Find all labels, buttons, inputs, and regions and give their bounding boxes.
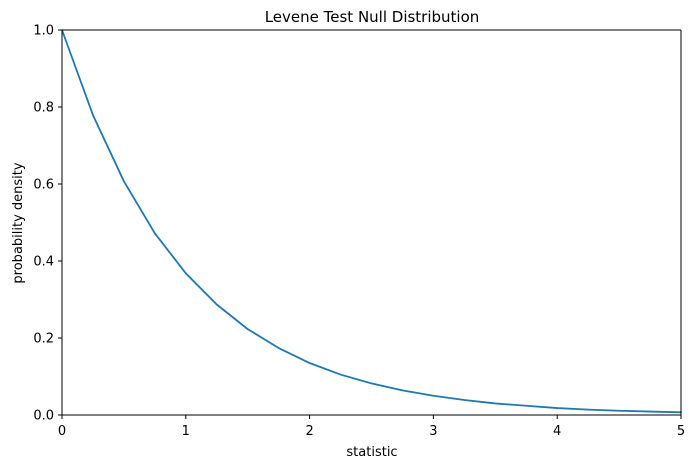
y-tick-label: 0.4 <box>33 255 54 270</box>
series-layer <box>61 29 682 414</box>
y-tick-label: 0.6 <box>33 178 54 193</box>
x-tick-label: 5 <box>677 424 685 439</box>
chart-title: Levene Test Null Distribution <box>265 8 480 26</box>
x-axis-ticks: 0 1 2 3 4 5 <box>58 415 685 439</box>
y-axis-ticks: 0.0 0.2 0.4 0.6 0.8 1.0 <box>33 24 62 424</box>
y-tick-label: 1.0 <box>33 24 54 39</box>
x-tick-label: 4 <box>553 424 561 439</box>
y-axis-label: probability density <box>11 162 26 283</box>
plot-background <box>62 30 681 415</box>
plot-area <box>62 30 681 415</box>
x-tick-label: 1 <box>182 424 190 439</box>
density-curve <box>61 29 682 414</box>
x-tick-label: 3 <box>429 424 437 439</box>
y-tick-label: 0.8 <box>33 101 54 116</box>
x-tick-label: 2 <box>305 424 313 439</box>
x-tick-label: 0 <box>58 424 66 439</box>
axes-spines <box>61 29 682 416</box>
x-axis-label: statistic <box>346 445 397 460</box>
y-tick-label: 0.0 <box>33 409 54 424</box>
y-tick-label: 0.2 <box>33 332 54 347</box>
